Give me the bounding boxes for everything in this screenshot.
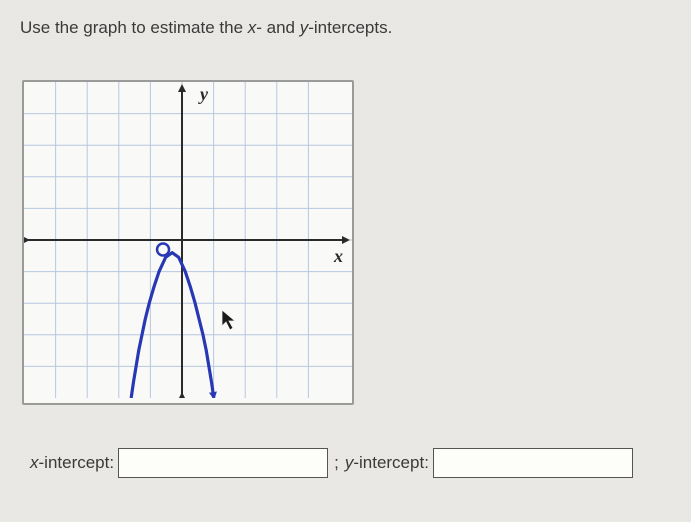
q-y: y: [300, 18, 309, 37]
y-lbl-suffix: -intercept:: [353, 453, 429, 472]
y-intercept-input[interactable]: [433, 448, 633, 478]
graph-container: yx: [22, 80, 354, 405]
separator: ;: [334, 453, 339, 473]
q-suffix: -intercepts.: [308, 18, 392, 37]
x-intercept-label: x-intercept:: [30, 453, 114, 473]
q-mid: - and: [256, 18, 299, 37]
q-x: x: [248, 18, 257, 37]
svg-text:y: y: [198, 84, 209, 104]
graph-plot: yx: [24, 82, 352, 398]
answer-row: x-intercept: ; y-intercept:: [30, 448, 639, 478]
y-intercept-label: y-intercept:: [345, 453, 429, 473]
q-prefix: Use the graph to estimate the: [20, 18, 248, 37]
question-text: Use the graph to estimate the x- and y-i…: [20, 18, 392, 38]
x-intercept-input[interactable]: [118, 448, 328, 478]
svg-text:x: x: [333, 246, 343, 266]
x-lbl-suffix: -intercept:: [39, 453, 115, 472]
x-lbl-prefix: x: [30, 453, 39, 472]
